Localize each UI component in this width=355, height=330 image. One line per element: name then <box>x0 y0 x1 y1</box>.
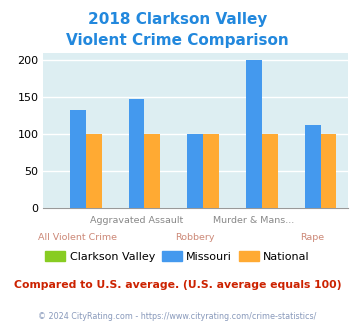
Bar <box>305 125 321 208</box>
Text: © 2024 CityRating.com - https://www.cityrating.com/crime-statistics/: © 2024 CityRating.com - https://www.city… <box>38 312 317 321</box>
Bar <box>187 134 203 208</box>
Legend: Clarkson Valley, Missouri, National: Clarkson Valley, Missouri, National <box>41 247 314 266</box>
Text: Aggravated Assault: Aggravated Assault <box>90 216 183 225</box>
Text: Violent Crime Comparison: Violent Crime Comparison <box>66 33 289 48</box>
Bar <box>203 134 219 208</box>
Text: Rape: Rape <box>301 233 325 242</box>
Bar <box>262 134 278 208</box>
Bar <box>70 111 86 208</box>
Bar <box>129 99 144 208</box>
Text: 2018 Clarkson Valley: 2018 Clarkson Valley <box>88 12 267 26</box>
Text: Murder & Mans...: Murder & Mans... <box>213 216 295 225</box>
Bar <box>144 134 160 208</box>
Text: All Violent Crime: All Violent Crime <box>38 233 117 242</box>
Bar <box>321 134 337 208</box>
Text: Compared to U.S. average. (U.S. average equals 100): Compared to U.S. average. (U.S. average … <box>14 280 341 290</box>
Bar <box>246 60 262 208</box>
Text: Robbery: Robbery <box>175 233 215 242</box>
Bar <box>86 134 102 208</box>
